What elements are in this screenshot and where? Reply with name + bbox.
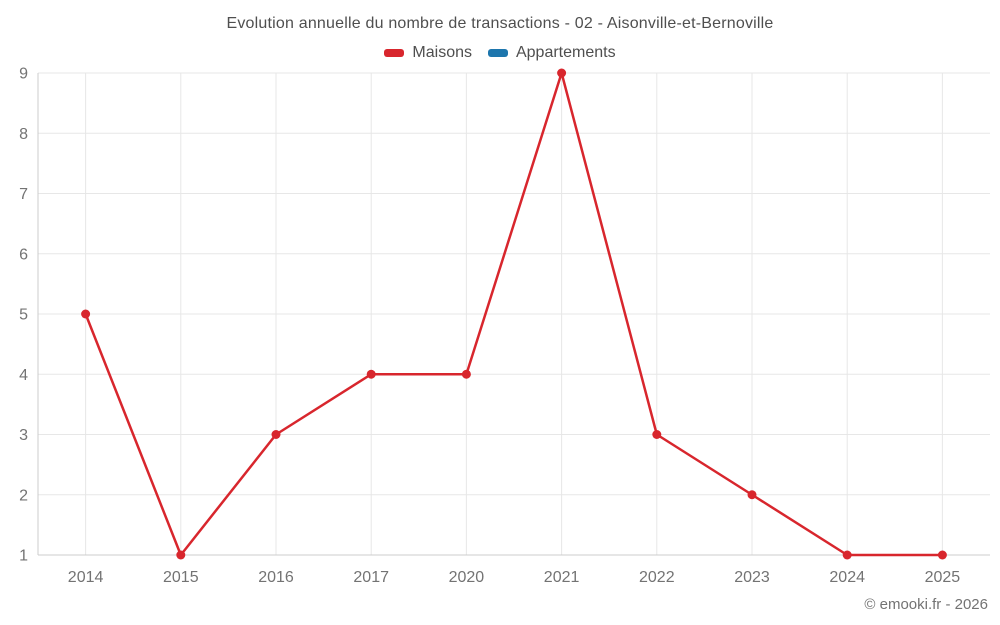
data-point-maisons[interactable]	[842, 550, 852, 560]
x-tick-label: 2025	[925, 569, 961, 586]
data-point-maisons[interactable]	[81, 309, 91, 319]
x-tick-label: 2022	[639, 569, 675, 586]
copyright: © emooki.fr - 2026	[864, 596, 988, 613]
legend-swatch-maisons-icon	[384, 49, 405, 57]
x-tick-label: 2014	[68, 569, 104, 586]
y-tick-label: 7	[19, 186, 28, 203]
data-point-maisons[interactable]	[747, 490, 757, 500]
legend-item-maisons[interactable]: Maisons	[384, 44, 472, 62]
y-tick-label: 9	[19, 66, 28, 83]
x-tick-label: 2015	[163, 569, 199, 586]
x-tick-label: 2016	[258, 569, 294, 586]
data-point-maisons[interactable]	[557, 68, 567, 78]
legend-item-appartements[interactable]: Appartements	[487, 44, 616, 62]
data-point-maisons[interactable]	[366, 369, 376, 379]
x-tick-label: 2017	[353, 569, 389, 586]
y-tick-label: 4	[19, 367, 28, 384]
y-tick-label: 6	[19, 246, 28, 263]
y-tick-label: 1	[19, 548, 28, 565]
legend-label-maisons: Maisons	[412, 44, 472, 61]
chart-title: Evolution annuelle du nombre de transact…	[226, 15, 774, 32]
y-tick-label: 3	[19, 427, 28, 444]
y-tick-label: 5	[19, 307, 28, 324]
data-point-maisons[interactable]	[271, 430, 281, 439]
y-tick-label: 8	[19, 126, 28, 143]
data-point-maisons[interactable]	[652, 430, 662, 439]
x-tick-label: 2020	[449, 569, 485, 586]
y-tick-label: 2	[19, 487, 28, 504]
data-point-maisons[interactable]	[461, 369, 471, 379]
legend-label-appartements: Appartements	[515, 44, 616, 61]
series-line-maisons	[84, 71, 944, 557]
data-point-maisons[interactable]	[937, 550, 947, 560]
legend: Maisons Appartements	[0, 44, 1000, 62]
x-tick-label: 2024	[829, 569, 865, 586]
data-point-maisons[interactable]	[176, 550, 186, 560]
x-tick-label: 2023	[734, 569, 770, 586]
legend-swatch-appartements-icon	[487, 49, 508, 57]
x-tick-label: 2021	[544, 569, 580, 586]
